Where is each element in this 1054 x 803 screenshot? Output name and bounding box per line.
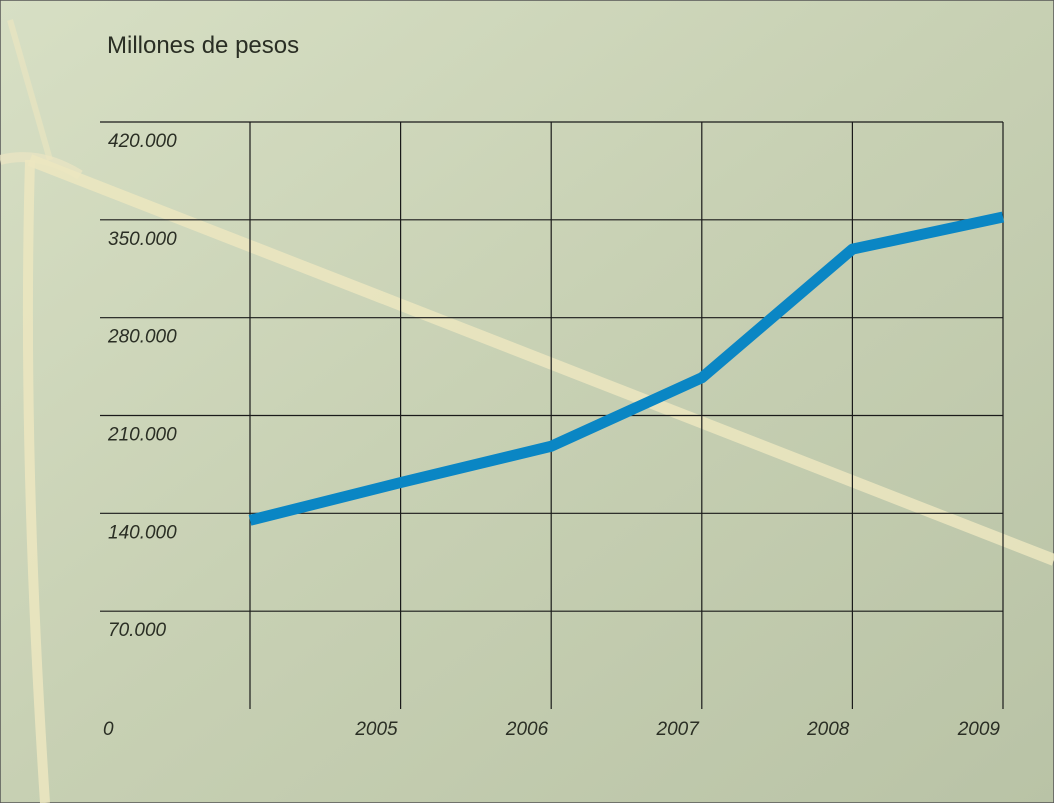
y-tick-label: 140.000 <box>108 522 177 543</box>
y-tick-label: 280.000 <box>107 327 177 348</box>
x-tick-label: 2009 <box>957 719 1001 740</box>
series-layer <box>248 211 1005 526</box>
chart-title: Millones de pesos <box>107 32 299 59</box>
y-axis-ticks: 70.000 140.000 210.000 280.000 350.000 420.00… <box>107 131 177 641</box>
y-tick-label: 420.000 <box>108 131 177 152</box>
x-tick-label: 2008 <box>806 719 850 740</box>
series-line <box>248 211 1005 526</box>
y-tick-label: 210.000 <box>107 425 177 446</box>
y-tick-label: 350.000 <box>108 229 177 250</box>
x-tick-label: 2005 <box>354 719 398 740</box>
y-tick-label: 70.000 <box>108 620 167 641</box>
x-axis-ticks: 2005 2006 2007 2008 2009 <box>354 719 1000 740</box>
x-tick-label: 2007 <box>656 719 701 740</box>
origin-label: 0 <box>103 719 114 740</box>
x-tick-label: 2006 <box>505 719 549 740</box>
